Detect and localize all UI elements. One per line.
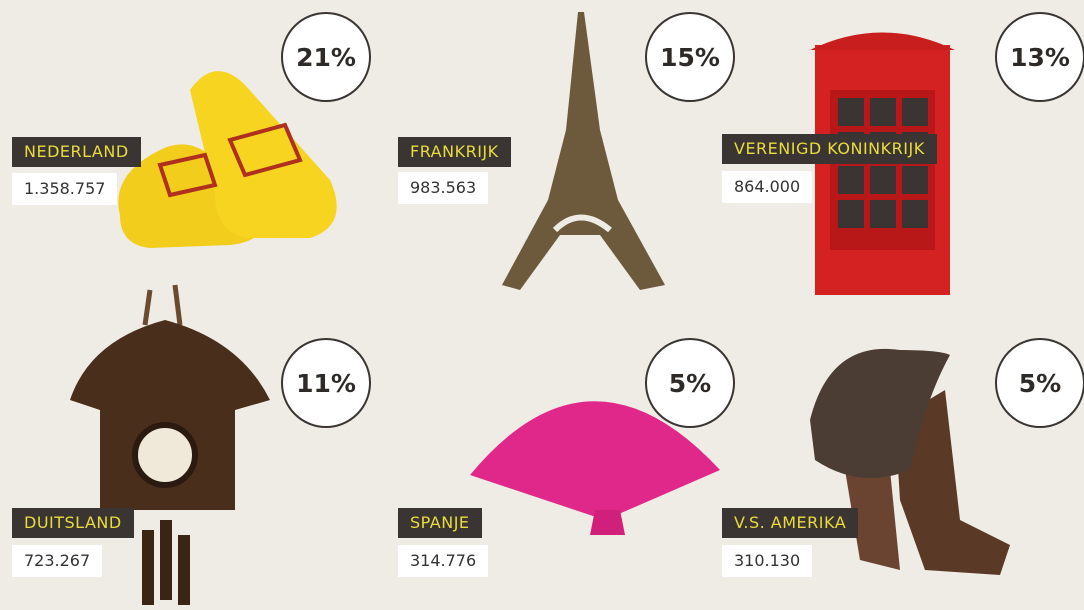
- country-label: V.S. AMERIKA: [722, 508, 858, 538]
- percent-badge: 21%: [281, 12, 371, 102]
- percent-badge: 5%: [645, 338, 735, 428]
- percent-badge: 13%: [995, 12, 1084, 102]
- visitor-number: 983.563: [398, 172, 488, 204]
- eiffel-tower-illustration: [502, 12, 665, 290]
- country-label: SPANJE: [398, 508, 482, 538]
- visitor-number: 314.776: [398, 545, 488, 577]
- percent-badge: 5%: [995, 338, 1084, 428]
- country-label: FRANKRIJK: [398, 137, 511, 167]
- clogs-illustration: [118, 71, 336, 248]
- country-label: VERENIGD KONINKRIJK: [722, 134, 937, 164]
- illustrations: [0, 0, 1084, 610]
- visitor-number: 864.000: [722, 171, 812, 203]
- infographic: NEDERLAND 1.358.757 21% FRANKRIJK 983.563 15%…: [0, 0, 1084, 610]
- cowboy-illustration: [810, 349, 1010, 575]
- country-label: NEDERLAND: [12, 137, 141, 167]
- visitor-number: 1.358.757: [12, 173, 117, 205]
- visitor-number: 310.130: [722, 545, 812, 577]
- percent-badge: 15%: [645, 12, 735, 102]
- percent-badge: 11%: [281, 338, 371, 428]
- country-label: DUITSLAND: [12, 508, 134, 538]
- visitor-number: 723.267: [12, 545, 102, 577]
